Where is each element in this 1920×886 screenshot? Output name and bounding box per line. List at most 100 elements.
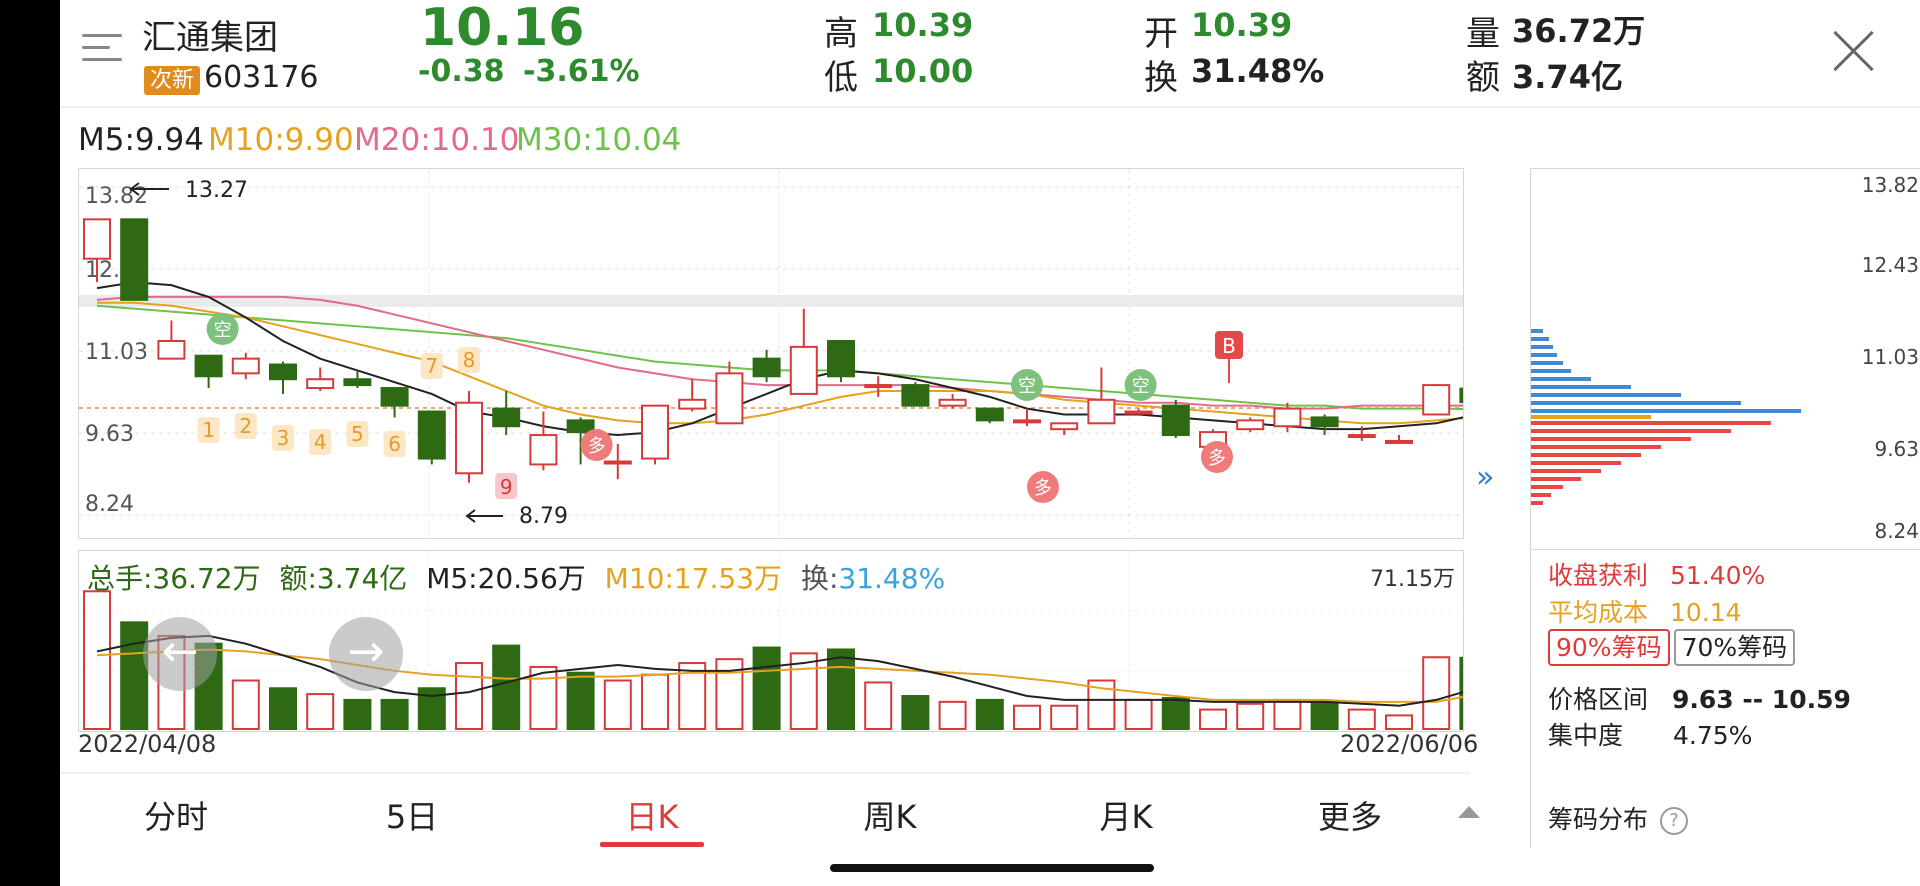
volume-bar-down (1161, 696, 1190, 730)
volume-bar-up (1050, 704, 1079, 731)
highlight-band (79, 295, 1463, 307)
close-icon[interactable] (1830, 28, 1876, 74)
chip-axis-3: 11.03 (1861, 345, 1919, 369)
concentration-value: 4.75% (1672, 721, 1753, 750)
candle-up (1050, 422, 1079, 431)
chip-axis-4: 9.63 (1874, 437, 1919, 461)
td-badge (383, 431, 406, 457)
chip-bar (1531, 477, 1581, 481)
volume-value: 36.72万 (1512, 12, 1646, 50)
chip-90-button[interactable]: 90%筹码 (1548, 629, 1670, 666)
buy-signal-text: B (1222, 334, 1236, 358)
tab-more[interactable]: 更多 (1317, 798, 1382, 836)
volume-bar-up (306, 693, 335, 731)
chip-bar (1531, 337, 1549, 341)
volume-bar-up (1236, 702, 1265, 730)
tab-fenshi[interactable]: 分时 (143, 798, 208, 836)
caret-up-icon[interactable] (1458, 806, 1480, 818)
help-icon[interactable]: ? (1659, 807, 1688, 835)
candle-down (827, 340, 855, 378)
volume-bar-down (343, 698, 372, 731)
ma5-legend: M5:9.94 (78, 122, 204, 158)
volume-amount: 额:3.74亿 (279, 562, 408, 595)
candle-up (1013, 419, 1041, 424)
profit-value: 51.40% (1669, 561, 1766, 590)
candle-up (789, 345, 818, 395)
kong-signal-text: 空 (1132, 376, 1150, 397)
volume-bar-up (1385, 714, 1413, 730)
chip-bar (1531, 469, 1601, 473)
volume-max: 71.15万 (1370, 567, 1455, 592)
volume-ma10: M10:17.53万 (604, 562, 783, 595)
chip-bar (1531, 369, 1571, 373)
candle-up (1124, 410, 1153, 415)
duo-signal (1201, 441, 1233, 473)
open-label: 开 (1144, 14, 1178, 54)
ma10-line (97, 301, 1474, 425)
candle-down (380, 387, 409, 407)
expand-panel-icon[interactable]: » (1476, 460, 1495, 495)
chip-bar (1531, 437, 1691, 441)
stock-code: 603176 (204, 60, 319, 95)
concentration-row: 集中度 4.75% (1548, 716, 1752, 752)
td-number: 5 (351, 422, 364, 446)
chip-dist-title: 筹码分布 ? (1548, 800, 1688, 836)
td-badge (346, 421, 369, 447)
td-number: 3 (277, 426, 290, 450)
candle-up (306, 378, 335, 390)
price-change: -0.38 (418, 54, 505, 89)
tab-5day[interactable]: 5日 (385, 798, 439, 836)
candle-down (975, 407, 1004, 422)
volume-turnover-label: 换: (800, 562, 839, 595)
chip-distribution-chart[interactable]: 13.82 12.43 11.03 9.63 8.24 (1530, 168, 1920, 550)
duo-signal-text: 多 (588, 436, 606, 457)
prev-arrow-button[interactable]: ← (143, 617, 217, 691)
range-value: 9.63 -- 10.59 (1671, 685, 1851, 714)
candle-down (566, 419, 595, 434)
tab-daily-k[interactable]: 日K (625, 798, 679, 836)
candle-up (678, 398, 707, 410)
chip-bar (1531, 393, 1681, 397)
volume-bar-down (492, 644, 521, 730)
volume-label: 量 (1466, 14, 1500, 54)
volume-bar-up (231, 679, 260, 731)
price-axis-label: 13.82 (85, 184, 148, 209)
volume-bar-down (380, 698, 409, 731)
candle-down (417, 410, 446, 460)
kline-chart[interactable]: 13.82 12.43 11.03 9.63 8.24 13.27 8.79 1 2 3 4 5 6 7… (78, 168, 1488, 539)
ma30-line (96, 304, 1474, 411)
date-start: 2022/04/08 (78, 730, 217, 758)
volume-info: 总手:36.72万 额:3.74亿 M5:20.56万 M10:17.53万 换… (87, 557, 945, 597)
amount-value: 3.74亿 (1512, 58, 1623, 96)
candle-down (120, 218, 149, 301)
price-change-pct: -3.61% (523, 54, 640, 89)
candle-down (1161, 404, 1190, 437)
buy-signal (1215, 331, 1243, 359)
duo-signal-text: 多 (1208, 448, 1226, 469)
range-row: 价格区间 9.63 -- 10.59 (1548, 680, 1851, 716)
volume-chart[interactable]: 总手:36.72万 额:3.74亿 M5:20.56万 M10:17.53万 换… (78, 550, 1488, 732)
volume-bar-down (975, 698, 1004, 731)
menu-icon[interactable] (82, 34, 122, 68)
vol_ma5-line (96, 634, 1474, 707)
candle-up (1273, 407, 1302, 428)
min-arrow-head (465, 509, 476, 523)
stock-name: 汇通集团 (142, 18, 278, 58)
turnover-label: 换 (1144, 58, 1178, 98)
chip-70-button[interactable]: 70%筹码 (1673, 629, 1796, 666)
volume-bar-up (864, 681, 893, 730)
high-value: 10.39 (872, 6, 974, 44)
high-label: 高 (824, 14, 858, 54)
tab-weekly-k[interactable]: 周K (863, 798, 917, 836)
min-price-label: 8.79 (519, 504, 568, 529)
turnover-value: 31.48% (1191, 52, 1325, 90)
candle-down (343, 378, 372, 387)
next-arrow-button[interactable]: → (329, 617, 403, 691)
td-number: 2 (239, 414, 252, 438)
tab-monthly-k[interactable]: 月K (1099, 798, 1153, 836)
duo-signal-text: 多 (1034, 478, 1052, 499)
chip-bar (1531, 377, 1591, 381)
max-arrow-head (129, 182, 140, 196)
candle-down (269, 363, 297, 381)
price-axis-label: 11.03 (85, 340, 148, 365)
